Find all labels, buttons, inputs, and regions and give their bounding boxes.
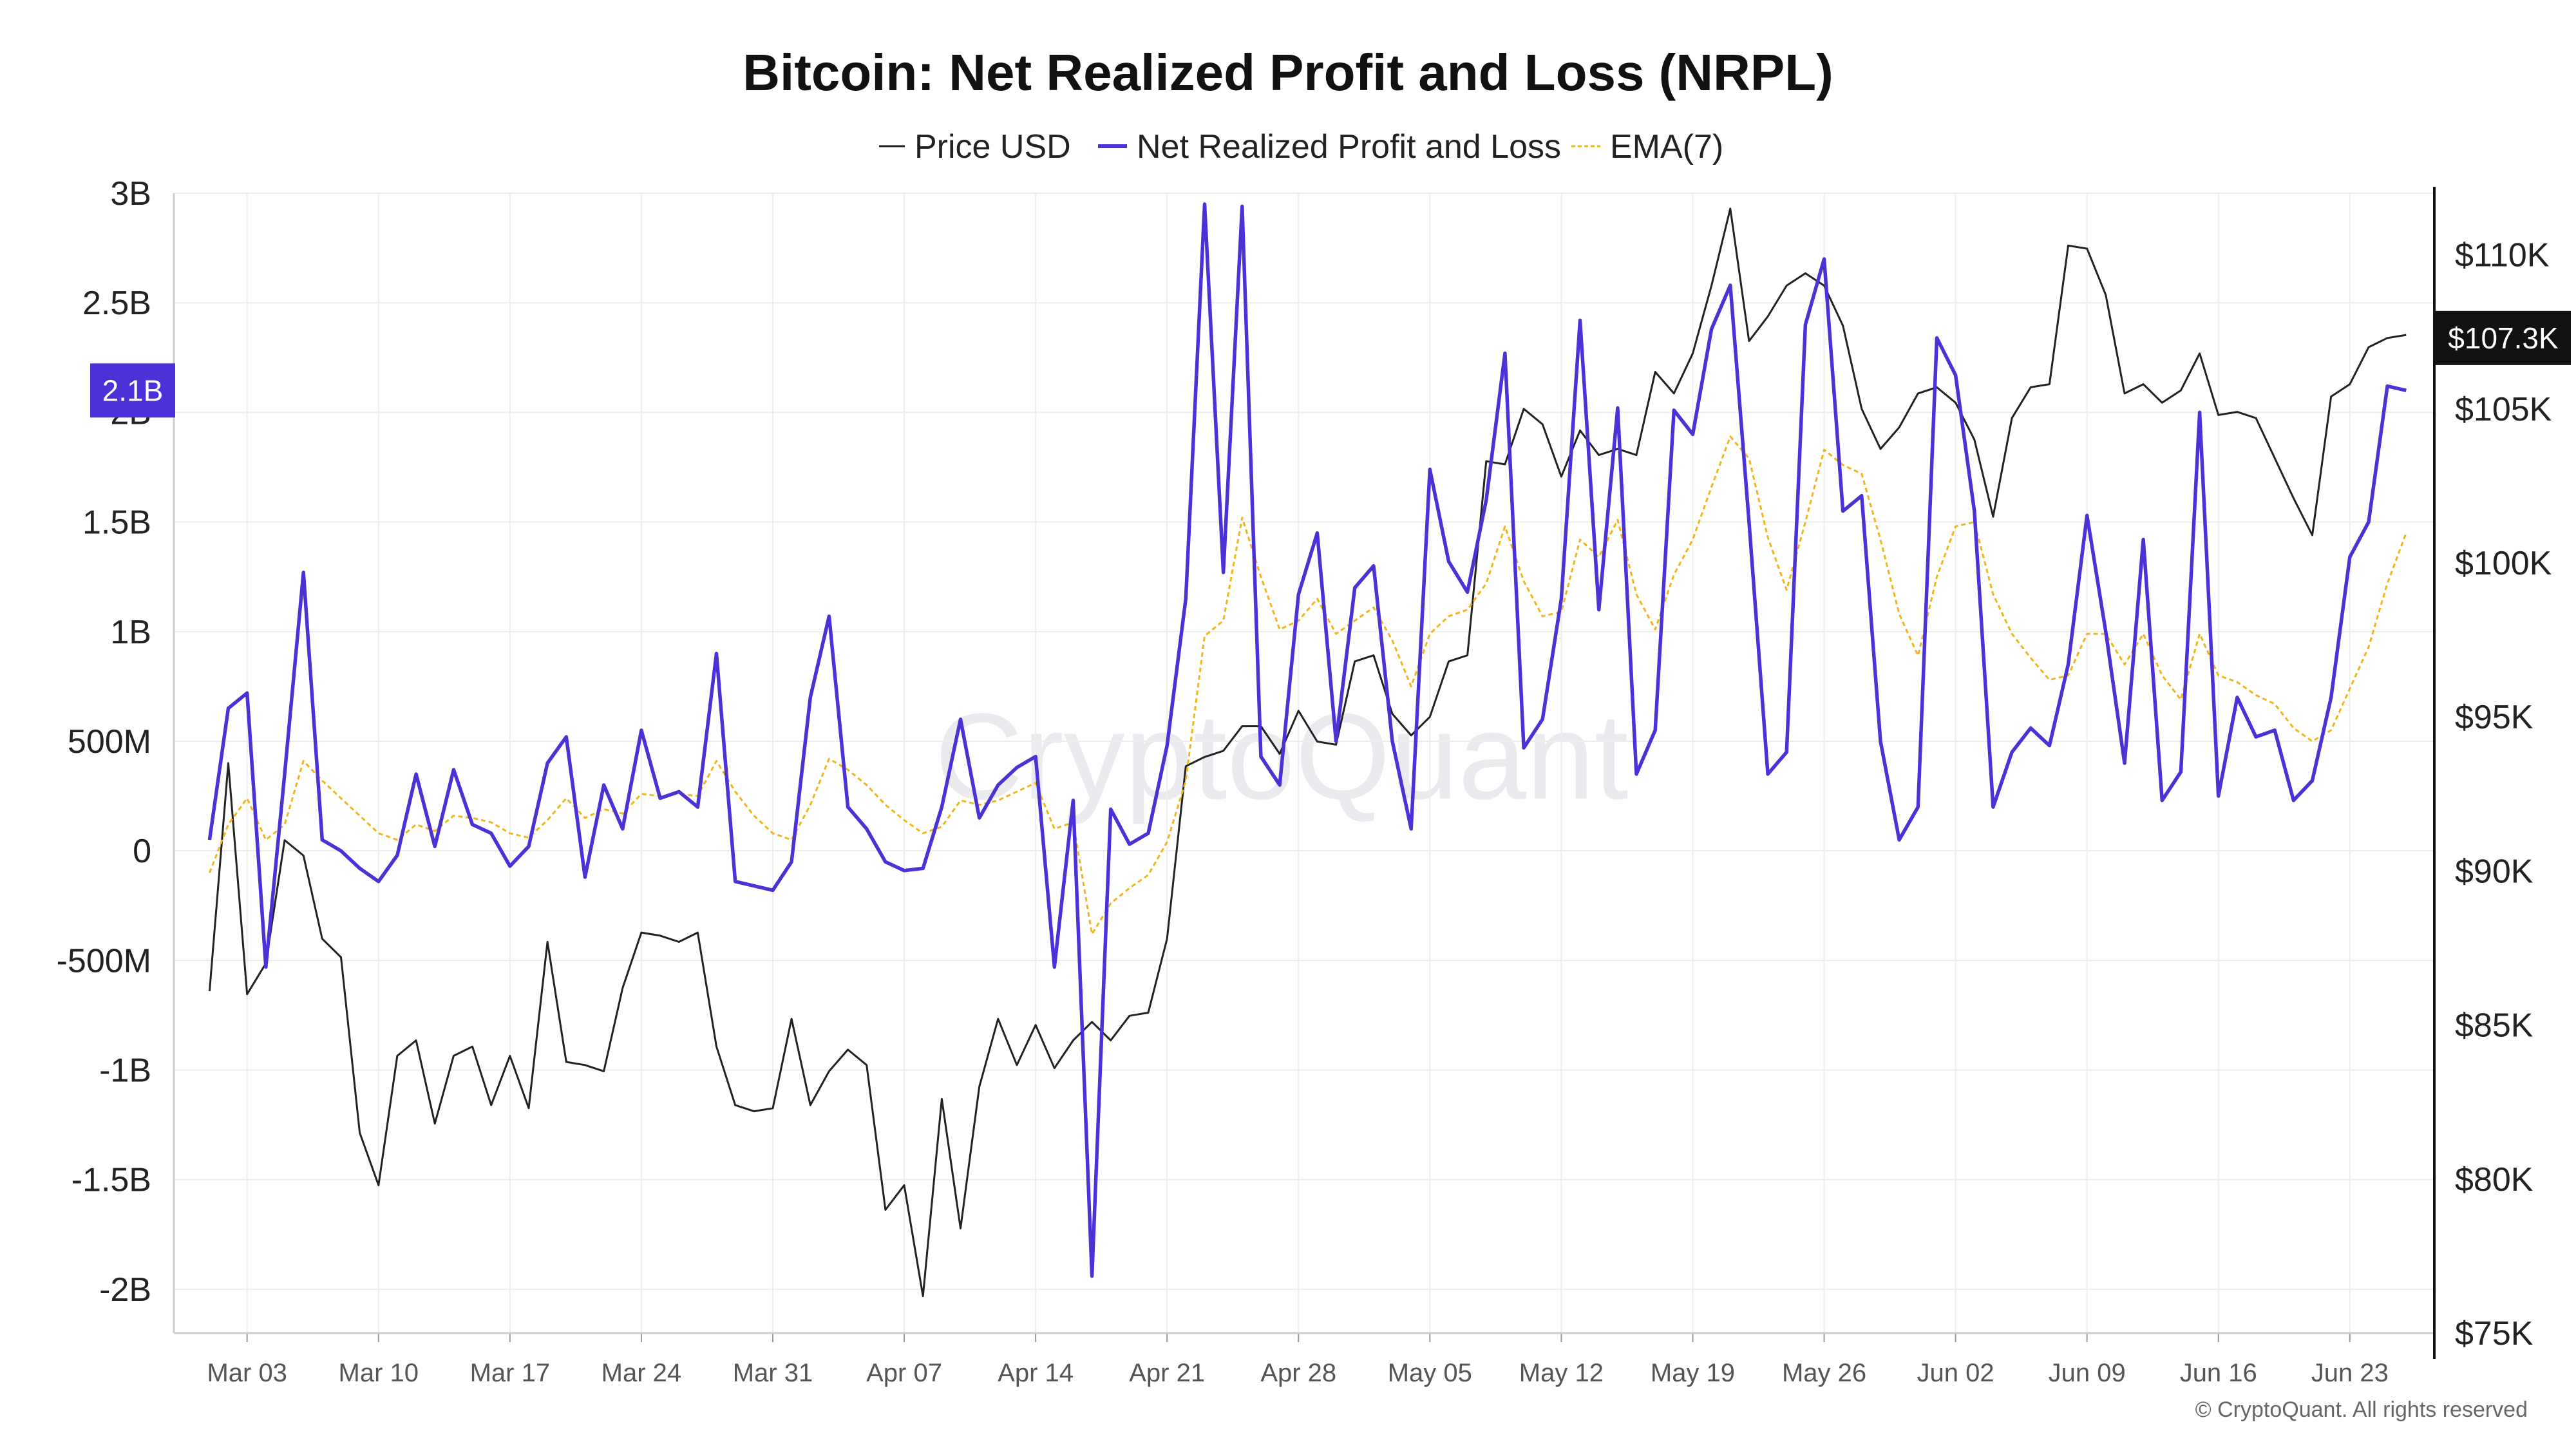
legend-label-price: Price USD — [914, 128, 1071, 166]
left-tick-label: 1.5B — [82, 504, 151, 542]
chart-title: Bitcoin: Net Realized Profit and Loss (N… — [743, 44, 1833, 101]
right-tick-label: $110K — [2455, 237, 2550, 274]
price-line — [208, 207, 2407, 1298]
x-tick-label: Apr 21 — [1129, 1359, 1205, 1387]
x-tick-label: Mar 31 — [733, 1359, 813, 1387]
left-tick-label: -2B — [99, 1271, 151, 1309]
nrpl-current-badge — [90, 363, 175, 418]
left-tick-label: 2.5B — [82, 285, 151, 322]
right-tick-label: $100K — [2455, 545, 2552, 582]
x-tick-label: May 26 — [1782, 1359, 1866, 1387]
axes: 3B2.5B2B1.5B1B500M0-500M-1B-1.5B-2B$110K… — [57, 175, 2552, 1387]
x-tick-label: Mar 24 — [601, 1359, 682, 1387]
x-tick-label: Apr 07 — [866, 1359, 942, 1387]
value-badges: 2.1B $107.3K — [90, 310, 2571, 418]
x-tick-label: Jun 23 — [2311, 1359, 2389, 1387]
price-current-label: $107.3K — [2448, 321, 2559, 355]
x-tick-label: Jun 16 — [2180, 1359, 2257, 1387]
right-tick-label: $85K — [2455, 1007, 2533, 1045]
left-tick-label: -1B — [99, 1052, 151, 1090]
right-tick-label: $95K — [2455, 699, 2533, 736]
x-tick-label: Mar 10 — [339, 1359, 419, 1387]
legend-label-ema: EMA(7) — [1610, 128, 1723, 166]
legend-label-nrpl: Net Realized Profit and Loss — [1137, 128, 1561, 166]
x-tick-label: Apr 14 — [998, 1359, 1074, 1387]
x-tick-label: May 12 — [1519, 1359, 1604, 1387]
x-tick-label: Mar 17 — [470, 1359, 551, 1387]
left-tick-label: 0 — [133, 833, 151, 870]
left-tick-label: -1.5B — [71, 1162, 151, 1199]
x-tick-label: May 19 — [1651, 1359, 1735, 1387]
left-tick-label: 3B — [110, 175, 151, 213]
copyright-text: © CryptoQuant. All rights reserved — [2195, 1397, 2528, 1422]
right-tick-label: $80K — [2455, 1161, 2533, 1198]
nrpl-current-label: 2.1B — [102, 374, 164, 407]
right-tick-label: $105K — [2455, 391, 2552, 428]
x-tick-label: Apr 28 — [1260, 1359, 1336, 1387]
x-tick-label: Jun 02 — [1917, 1359, 1994, 1387]
left-tick-label: -500M — [57, 942, 151, 980]
x-tick-label: Jun 09 — [2049, 1359, 2126, 1387]
right-tick-label: $90K — [2455, 853, 2533, 890]
left-tick-label: 1B — [110, 614, 151, 651]
x-tick-label: Mar 03 — [207, 1359, 287, 1387]
x-tick-label: May 05 — [1388, 1359, 1472, 1387]
series-lines — [207, 202, 2407, 1298]
right-tick-label: $75K — [2455, 1315, 2533, 1352]
nrpl-line — [207, 202, 2407, 1278]
chart-legend: Price USD Net Realized Profit and Loss E… — [879, 128, 1723, 166]
price-current-badge — [2436, 310, 2571, 365]
left-tick-label: 500M — [68, 723, 151, 761]
